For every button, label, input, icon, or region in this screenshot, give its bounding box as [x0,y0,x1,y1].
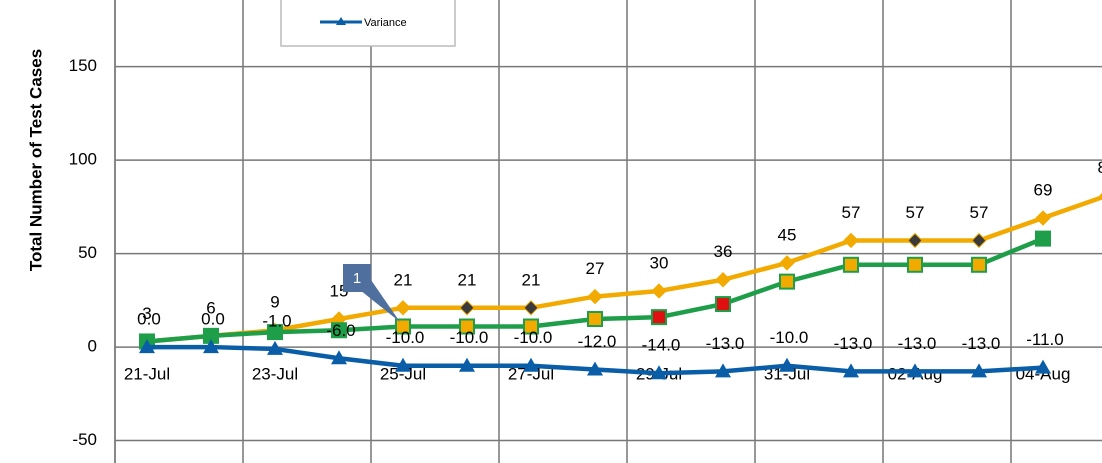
x-tick-label: 25-Jul [380,364,426,383]
point [651,309,667,326]
data-label: 9 [270,293,279,312]
data-label: 45 [778,225,797,244]
y-axis-title: Total Number of Test Cases [26,49,45,271]
data-label: 30 [650,253,669,272]
point [267,324,283,341]
x-tick-label: 21-Jul [124,364,170,383]
x-tick-label: 23-Jul [252,364,298,383]
point [459,300,475,316]
data-label: -14.0 [642,336,681,355]
point [715,296,731,313]
data-label: 0.0 [201,310,225,329]
data-label: -13.0 [898,334,937,353]
data-label: -13.0 [962,334,1001,353]
x-tick-label: 31-Jul [764,364,810,383]
data-label: -10.0 [386,328,425,347]
callout-box [343,264,371,292]
data-label: 57 [970,203,989,222]
data-label: -10.0 [450,328,489,347]
point [1035,359,1051,374]
data-label: -12.0 [578,332,617,351]
data-label: 6 [206,298,215,317]
data-label: 81 [1098,158,1102,177]
point [779,255,795,271]
point [651,283,667,299]
point [587,311,603,328]
point [331,322,347,339]
point [1035,210,1051,226]
y-tick-label: 100 [69,150,97,169]
point [907,256,923,273]
point [651,365,667,380]
point [779,273,795,290]
data-label: 27 [586,259,605,278]
point [971,232,987,249]
point [971,256,987,273]
annotation: 1 [353,270,361,287]
point [843,232,859,249]
point [523,357,539,372]
data-label: -10.0 [514,328,553,347]
y-tick-label: -50 [72,430,97,449]
data-label: 21 [522,270,541,289]
legend-label: Variance [364,17,407,29]
point [331,350,347,365]
point [715,363,731,378]
data-label: 57 [906,203,925,222]
data-label: 21 [458,270,477,289]
data-label: -10.0 [770,328,809,347]
data-label: 36 [714,242,733,261]
point [907,232,923,249]
y-tick-label: 150 [69,56,97,75]
data-label: -6.0 [326,321,355,340]
point [395,300,411,316]
point [1035,230,1051,247]
point [779,357,795,372]
data-label: 69 [1034,181,1053,200]
point [907,363,923,378]
point [203,339,219,354]
point [843,363,859,378]
data-label: 57 [842,203,861,222]
data-label: 21 [394,270,413,289]
point [971,363,987,378]
data-label: 0.0 [137,310,161,329]
data-label: -11.0 [1026,330,1064,349]
point [523,318,539,335]
point [523,300,539,316]
point [267,340,283,355]
point [587,288,603,305]
point [587,361,603,376]
point [395,318,411,335]
point [843,256,859,273]
point [459,318,475,335]
legend-marker [336,17,346,25]
legend-box [280,0,456,47]
data-label: -13.0 [706,334,745,353]
point [459,357,475,372]
series-line [146,194,1102,344]
data-label: -1.0 [262,311,291,330]
y-tick-label: 50 [78,243,97,262]
y-tick-label: 0 [88,337,97,356]
point [715,272,731,288]
point [395,357,411,372]
data-label: 3 [142,304,151,323]
data-label: -13.0 [834,334,873,353]
x-tick-label: 27-Jul [508,364,554,383]
point [139,339,155,354]
